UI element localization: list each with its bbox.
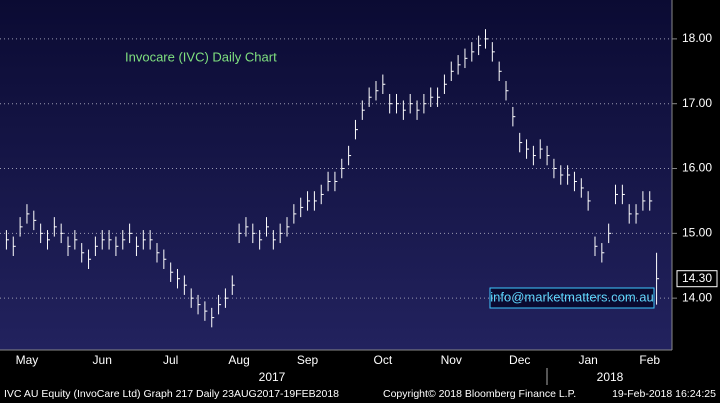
footer-right: 19-Feb-2018 16:24:25 — [612, 388, 716, 400]
footer-middle: Copyright© 2018 Bloomberg Finance L.P. — [383, 388, 576, 400]
year-label: 2017 — [259, 370, 286, 384]
last-price-box — [676, 270, 718, 288]
x-tick-label: Jan — [578, 353, 597, 367]
y-tick-label: 15.00 — [682, 226, 712, 240]
footer-left: IVC AU Equity (InvoCare Ltd) Graph 217 D… — [4, 388, 339, 400]
footer-bar — [0, 385, 720, 403]
y-tick-label: 18.00 — [682, 31, 712, 45]
x-tick-label: Jun — [93, 353, 112, 367]
x-tick-label: Sep — [297, 353, 319, 367]
x-tick-label: Jul — [163, 353, 178, 367]
x-tick-label: Nov — [441, 353, 462, 367]
right-axis-area — [672, 0, 720, 385]
year-label: 2018 — [597, 370, 624, 384]
x-tick-label: May — [16, 353, 39, 367]
y-tick-label: 17.00 — [682, 96, 712, 110]
y-tick-label: 16.00 — [682, 161, 712, 175]
last-price-label: 14.30 — [682, 271, 712, 285]
watermark: info@marketmatters.com.au — [490, 289, 653, 304]
x-tick-label: Dec — [509, 353, 530, 367]
x-tick-label: Feb — [639, 353, 660, 367]
x-tick-label: Aug — [228, 353, 249, 367]
y-tick-label: 14.00 — [682, 290, 712, 304]
x-tick-label: Oct — [373, 353, 392, 367]
chart-title: Invocare (IVC) Daily Chart — [125, 49, 277, 64]
